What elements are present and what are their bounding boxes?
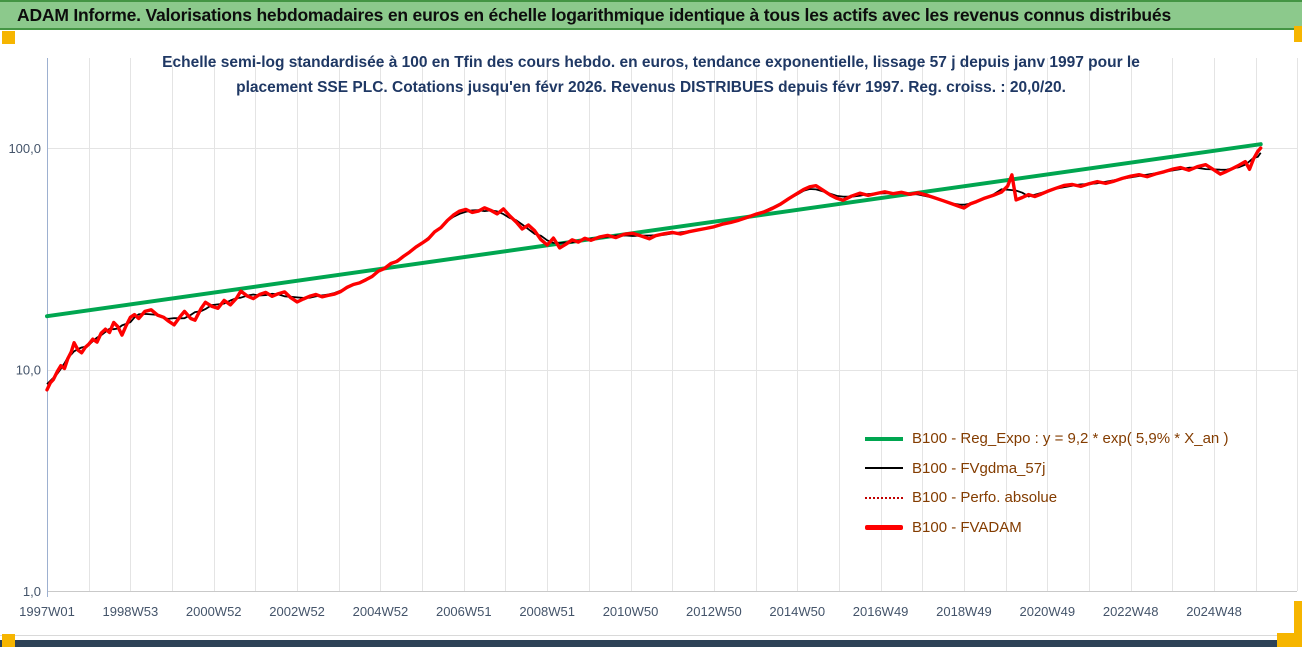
- x-tick-label: 2022W48: [1103, 604, 1159, 619]
- x-tick-label: 1998W53: [103, 604, 159, 619]
- x-axis-tick-labels: 1997W01 1998W53 2000W52 2002W52 2004W52 2006W…: [19, 604, 1242, 619]
- x-tick-label: 2020W49: [1019, 604, 1075, 619]
- legend-item-fvgdma[interactable]: B100 - FVgdma_57j: [865, 454, 1228, 484]
- selection-handle-bottom-right[interactable]: [1277, 633, 1302, 647]
- series-fvadam: [45, 146, 1263, 392]
- selection-handle-top-right[interactable]: [1294, 26, 1302, 42]
- window-title-bar: ADAM Informe. Valorisations hebdomadaire…: [0, 0, 1302, 30]
- x-tick-label: 2016W49: [853, 604, 909, 619]
- chart-legend: B100 - Reg_Expo : y = 9,2 * exp( 5,9% * …: [865, 424, 1228, 542]
- bottom-edge-bar: [0, 640, 1302, 647]
- x-tick-label: 2002W52: [269, 604, 325, 619]
- legend-item-fvadam[interactable]: B100 - FVADAM: [865, 513, 1228, 543]
- x-tick-label: 2004W52: [353, 604, 409, 619]
- selection-handle-top-left[interactable]: [2, 31, 15, 44]
- selection-handle-right[interactable]: [1294, 601, 1302, 647]
- x-tick-label: 2008W51: [519, 604, 575, 619]
- gridlines: [47, 58, 1298, 591]
- x-tick-label: 1997W01: [19, 604, 75, 619]
- x-tick-label: 2012W50: [686, 604, 742, 619]
- legend-item-perfo-absolue[interactable]: B100 - Perfo. absolue: [865, 483, 1228, 513]
- y-axis-tick-labels: 100,0 10,0 1,0: [8, 141, 41, 599]
- x-tick-label: 2006W51: [436, 604, 492, 619]
- x-tick-label: 2014W50: [769, 604, 825, 619]
- y-tick-label: 1,0: [23, 584, 41, 599]
- y-tick-label: 100,0: [8, 141, 41, 156]
- x-tick-label: 2000W52: [186, 604, 242, 619]
- chart-title-line2: placement SSE PLC. Cotations jusqu'en fé…: [236, 79, 1066, 96]
- sheet-row-divider: [0, 635, 1302, 636]
- black-line-swatch-icon: [865, 467, 903, 470]
- selection-handle-bottom-left[interactable]: [2, 634, 15, 647]
- x-tick-label: 2018W49: [936, 604, 992, 619]
- series-reg-expo-trend: [45, 142, 1263, 319]
- chart-title: Echelle semi-log standardisée à 100 en T…: [150, 50, 1152, 100]
- dotted-line-swatch-icon: [865, 496, 903, 499]
- x-tick-label: 2024W48: [1186, 604, 1242, 619]
- x-tick-label: 2010W50: [603, 604, 659, 619]
- legend-label: B100 - FVgdma_57j: [912, 459, 1046, 477]
- y-tick-label: 10,0: [16, 363, 41, 378]
- legend-label: B100 - Perfo. absolue: [912, 489, 1058, 507]
- trend-line-swatch-icon: [865, 436, 903, 441]
- legend-item-reg-expo[interactable]: B100 - Reg_Expo : y = 9,2 * exp( 5,9% * …: [865, 424, 1228, 454]
- chart-title-line1: Echelle semi-log standardisée à 100 en T…: [162, 54, 1140, 71]
- page-title: ADAM Informe. Valorisations hebdomadaire…: [17, 4, 1171, 25]
- legend-label: B100 - Reg_Expo : y = 9,2 * exp( 5,9% * …: [912, 430, 1229, 448]
- legend-label: B100 - FVADAM: [912, 518, 1022, 536]
- red-line-swatch-icon: [865, 524, 903, 530]
